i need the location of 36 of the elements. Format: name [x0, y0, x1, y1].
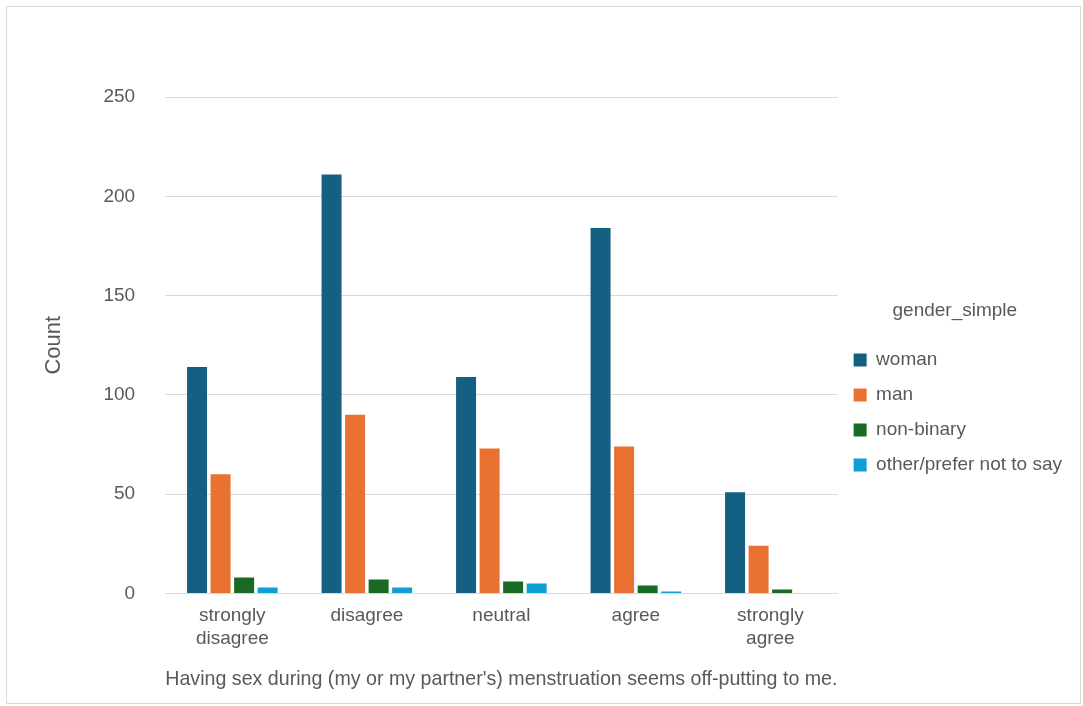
bar	[725, 492, 746, 593]
bar	[368, 579, 389, 593]
y-tick-label: 100	[103, 383, 136, 405]
legend-title: gender_simple	[892, 299, 1018, 322]
x-tick-label: strongly disagree	[195, 604, 269, 648]
bar	[345, 414, 366, 593]
x-tick-label: neutral	[472, 604, 531, 626]
legend-label: woman	[875, 348, 938, 370]
bar	[748, 545, 769, 593]
legend-label: other/prefer not to say	[876, 453, 1063, 475]
bar	[614, 446, 635, 593]
y-tick-label: 0	[124, 581, 136, 603]
x-tick-label: agree	[611, 604, 661, 626]
bar	[210, 474, 231, 593]
x-tick-label: disagree	[330, 604, 404, 626]
x-axis-title: Having sex during (my or my partner's) menstruation seems off-putting to me.	[165, 666, 838, 689]
bar	[637, 585, 658, 593]
y-tick-label: 150	[103, 283, 136, 305]
bar	[187, 367, 208, 593]
legend-label: non-binary	[876, 418, 967, 440]
bar	[321, 174, 342, 593]
bar	[503, 581, 524, 593]
bar	[772, 589, 793, 593]
y-tick-label: 50	[113, 482, 136, 504]
bar	[257, 587, 278, 593]
legend-label: man	[876, 383, 914, 405]
y-axis-title: Count	[40, 315, 66, 375]
bar	[234, 577, 255, 593]
bar	[526, 583, 547, 593]
bar	[392, 587, 413, 593]
y-tick-label: 200	[103, 184, 136, 206]
y-tick-label: 250	[103, 85, 136, 107]
bar	[479, 448, 500, 593]
x-tick-label: strongly agree	[737, 604, 805, 648]
bar	[456, 376, 477, 593]
bar	[590, 228, 611, 593]
